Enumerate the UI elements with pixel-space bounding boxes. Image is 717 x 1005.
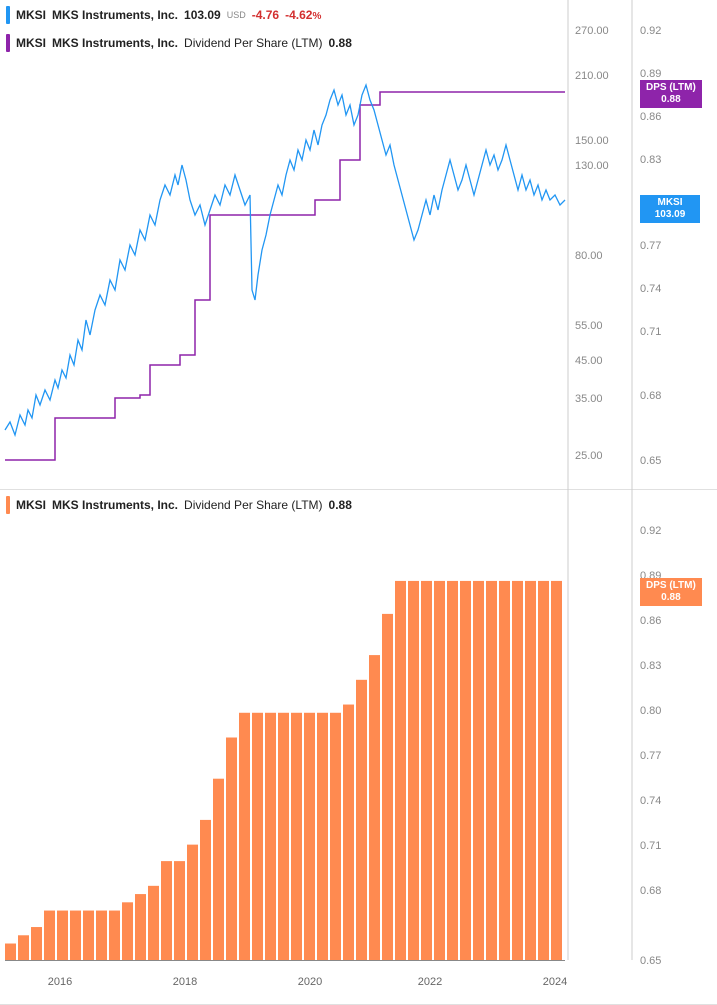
- badge-title: DPS (LTM): [646, 580, 696, 592]
- currency-label: USD: [227, 10, 246, 20]
- top-chart-svg: 270.00210.00150.00130.0080.0055.0045.003…: [0, 0, 717, 490]
- svg-text:2024: 2024: [543, 976, 567, 988]
- ticker-label: MKSI: [16, 8, 46, 22]
- legend-row-dps: MKSI MKS Instruments, Inc. Dividend Per …: [6, 34, 673, 52]
- ticker-label: MKSI: [16, 36, 46, 50]
- top-chart-area[interactable]: 270.00210.00150.00130.0080.0055.0045.003…: [0, 0, 717, 489]
- badge-value: 0.88: [646, 94, 696, 106]
- company-label: MKS Instruments, Inc.: [52, 36, 178, 50]
- svg-text:0.65: 0.65: [640, 455, 661, 467]
- legend-row-price: MKSI MKS Instruments, Inc. 103.09 USD -4…: [6, 6, 673, 24]
- svg-text:45.00: 45.00: [575, 355, 603, 367]
- svg-text:0.77: 0.77: [640, 750, 661, 762]
- price-change-pct: -4.62%: [285, 8, 321, 22]
- svg-text:0.89: 0.89: [640, 68, 661, 80]
- svg-text:0.74: 0.74: [640, 283, 661, 295]
- badge-value: 0.88: [646, 592, 696, 604]
- bottom-chart-svg: 0.920.890.860.830.800.770.740.710.680.65…: [0, 490, 717, 1005]
- svg-text:2018: 2018: [173, 976, 197, 988]
- svg-text:0.65: 0.65: [640, 955, 661, 967]
- company-label: MKS Instruments, Inc.: [52, 8, 178, 22]
- dps-marker: [6, 34, 10, 52]
- bottom-chart-area[interactable]: 0.920.890.860.830.800.770.740.710.680.65…: [0, 490, 717, 1004]
- svg-text:55.00: 55.00: [575, 320, 603, 332]
- svg-text:2022: 2022: [418, 976, 442, 988]
- price-change: -4.76: [252, 8, 279, 22]
- svg-text:0.92: 0.92: [640, 525, 661, 537]
- dps-badge: DPS (LTM) 0.88: [640, 80, 702, 108]
- svg-text:80.00: 80.00: [575, 250, 603, 262]
- svg-text:25.00: 25.00: [575, 450, 603, 462]
- dps-value: 0.88: [329, 36, 352, 50]
- svg-text:0.80: 0.80: [640, 705, 661, 717]
- svg-text:0.83: 0.83: [640, 154, 661, 166]
- svg-text:0.86: 0.86: [640, 615, 661, 627]
- svg-text:0.83: 0.83: [640, 660, 661, 672]
- price-badge: MKSI 103.09: [640, 195, 700, 223]
- svg-text:2016: 2016: [48, 976, 72, 988]
- top-legend: MKSI MKS Instruments, Inc. 103.09 USD -4…: [6, 6, 673, 52]
- price-marker: [6, 6, 10, 24]
- svg-text:35.00: 35.00: [575, 393, 603, 405]
- dps-value: 0.88: [329, 498, 352, 512]
- svg-text:0.77: 0.77: [640, 240, 661, 252]
- bottom-legend: MKSI MKS Instruments, Inc. Dividend Per …: [6, 496, 352, 514]
- bar-marker: [6, 496, 10, 514]
- svg-text:0.68: 0.68: [640, 885, 661, 897]
- top-chart-panel: MKSI MKS Instruments, Inc. 103.09 USD -4…: [0, 0, 717, 490]
- legend-row-dps-bar: MKSI MKS Instruments, Inc. Dividend Per …: [6, 496, 352, 514]
- svg-text:0.71: 0.71: [640, 326, 661, 338]
- svg-text:150.00: 150.00: [575, 135, 609, 147]
- ticker-label: MKSI: [16, 498, 46, 512]
- metric-label: Dividend Per Share (LTM): [184, 498, 323, 512]
- svg-text:0.71: 0.71: [640, 840, 661, 852]
- svg-text:0.68: 0.68: [640, 390, 661, 402]
- badge-title: MKSI: [646, 197, 694, 209]
- dps-bar-badge: DPS (LTM) 0.88: [640, 578, 702, 606]
- company-label: MKS Instruments, Inc.: [52, 498, 178, 512]
- svg-text:0.86: 0.86: [640, 111, 661, 123]
- price-value: 103.09: [184, 8, 221, 22]
- badge-value: 103.09: [646, 209, 694, 221]
- svg-text:0.74: 0.74: [640, 795, 661, 807]
- svg-text:2020: 2020: [298, 976, 322, 988]
- svg-text:210.00: 210.00: [575, 70, 609, 82]
- badge-title: DPS (LTM): [646, 82, 696, 94]
- svg-text:130.00: 130.00: [575, 160, 609, 172]
- metric-label: Dividend Per Share (LTM): [184, 36, 323, 50]
- bottom-chart-panel: MKSI MKS Instruments, Inc. Dividend Per …: [0, 490, 717, 1005]
